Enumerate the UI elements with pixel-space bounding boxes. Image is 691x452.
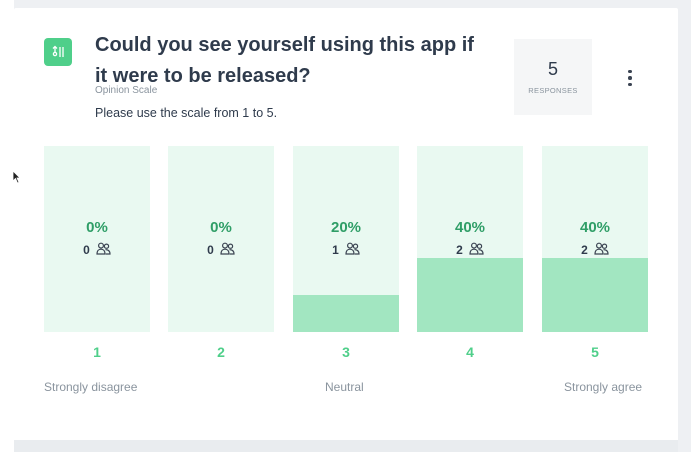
option-count-value: 2 [581,243,588,257]
question-card: Could you see yourself using this app if… [14,8,678,442]
option-count: 0 [44,242,150,258]
option-count-value: 1 [332,243,339,257]
more-vertical-icon [628,69,632,74]
people-icon [594,242,609,258]
people-icon [96,242,111,258]
scale-value-2: 2 [217,344,225,360]
responses-count: 5 [547,59,558,79]
background-strip [0,0,14,452]
people-icon [345,242,360,258]
option-count: 0 [168,242,274,258]
question-title: Could you see yourself using this app if… [95,34,474,87]
card-shadow [14,440,678,452]
option-bar-fill [417,258,523,332]
option-count-value: 2 [456,243,463,257]
scale-value-3: 3 [342,344,350,360]
option-count: 2 [417,242,523,258]
question-description: Please use the scale from 1 to 5. [95,106,278,120]
question-type: Opinion Scale [95,85,158,96]
option-count: 2 [542,242,648,258]
people-icon [220,242,235,258]
option-bar-5: 40% 2 [542,146,648,332]
option-bar-2: 0% 0 [168,146,274,332]
option-count: 1 [293,242,399,258]
people-icon [469,242,484,258]
option-percent: 0% [210,219,232,236]
mouse-cursor-icon [12,170,21,189]
scale-value-4: 4 [466,344,474,360]
responses-label: RESPONSES [528,86,578,95]
scale-label-low: Strongly disagree [44,380,138,394]
option-percent: 40% [454,219,486,236]
option-count-value: 0 [83,243,90,257]
option-percent: 0% [86,219,108,236]
scale-value-5: 5 [591,344,599,360]
more-menu-button[interactable] [620,68,640,88]
option-percent: 20% [330,219,362,236]
scale-label-high: Strongly agree [564,380,643,394]
responses-summary: 5 RESPONSES [514,39,592,115]
option-bar-1: 0% 0 [44,146,150,332]
scale-label-mid: Neutral [325,380,364,394]
option-bar-4: 40% 2 [417,146,523,332]
scale-value-1: 1 [93,344,101,360]
option-bar-3: 20% 1 [293,146,399,332]
option-percent: 40% [579,219,611,236]
option-bar-fill [542,258,648,332]
option-count-value: 0 [207,243,214,257]
opinion-scale-icon [44,38,72,66]
option-bar-fill [293,295,399,332]
